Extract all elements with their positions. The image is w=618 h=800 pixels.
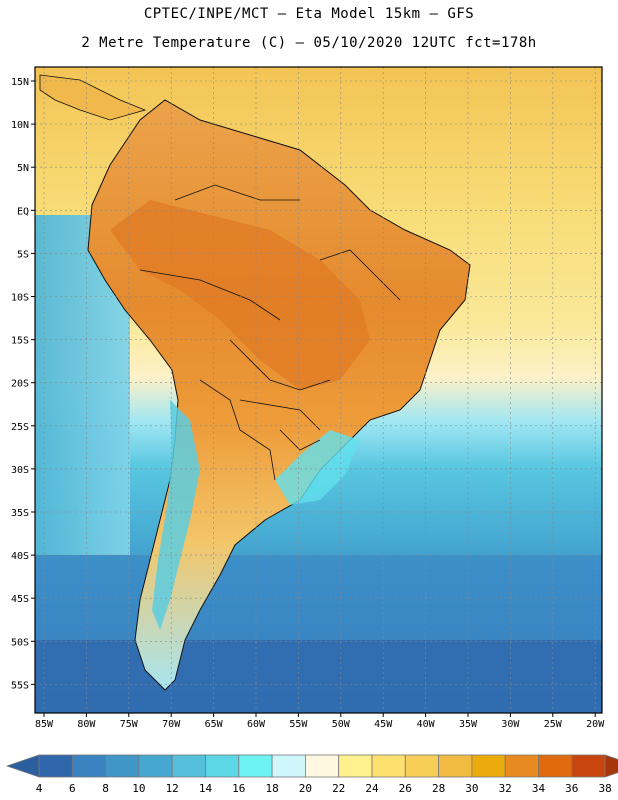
colorbar-label: 14 <box>199 782 213 795</box>
colorbar-swatch <box>171 754 206 778</box>
lat-label: 35S <box>11 508 29 519</box>
colorbar-swatch <box>571 754 606 778</box>
colorbar-label: 20 <box>299 782 312 795</box>
lon-label: 65W <box>205 719 224 730</box>
colorbar <box>5 754 618 778</box>
colorbar-swatch <box>471 754 506 778</box>
lat-label: 50S <box>11 637 29 648</box>
colorbar-swatch <box>38 754 73 778</box>
lat-label: 15N <box>11 77 29 88</box>
lon-label: 50W <box>332 719 351 730</box>
colorbar-label: 12 <box>166 782 179 795</box>
lon-label: 70W <box>162 719 181 730</box>
colorbar-swatch <box>238 754 273 778</box>
lon-label: 20W <box>586 719 605 730</box>
colorbar-swatch <box>138 754 173 778</box>
latitude-labels: 15N 10N 5N EQ 5S 10S 15S 20S 25S 30S 35S 40S 45S 50S 5… <box>11 77 29 691</box>
lon-label: 60W <box>247 719 266 730</box>
lon-label: 75W <box>120 719 139 730</box>
title-line-1: CPTEC/INPE/MCT – Eta Model 15km – GFS <box>143 6 475 22</box>
colorbar-swatch <box>404 754 439 778</box>
colorbar-labels: 4 6 8 10 12 14 16 18 20 22 24 26 28 30 32 34 36 38 <box>36 782 612 795</box>
lat-label: 20S <box>11 379 29 390</box>
colorbar-label: 6 <box>69 782 76 795</box>
colorbar-swatch <box>105 754 140 778</box>
colorbar-label: 8 <box>102 782 109 795</box>
colorbar-label: 36 <box>565 782 578 795</box>
lon-label: 40W <box>417 719 436 730</box>
colorbar-swatch <box>205 754 240 778</box>
lat-label: 55S <box>11 680 29 691</box>
longitude-labels: 85W 80W 75W 70W 65W 60W 55W 50W 45W 40W 35W 30W 25W 2… <box>35 719 605 730</box>
lon-label: 80W <box>77 719 96 730</box>
colorbar-label: 16 <box>232 782 245 795</box>
lat-label: 10S <box>11 293 29 304</box>
lat-label: 30S <box>11 465 29 476</box>
colorbar-label: 30 <box>465 782 478 795</box>
andes-cool-strip <box>152 400 200 630</box>
lon-label: 85W <box>35 719 54 730</box>
lat-label: 5N <box>17 163 29 174</box>
lon-label: 35W <box>459 719 478 730</box>
lat-label: 25S <box>11 422 29 433</box>
colorbar-swatch <box>504 754 539 778</box>
colorbar-label: 38 <box>598 782 611 795</box>
colorbar-label: 26 <box>399 782 412 795</box>
colorbar-swatch <box>371 754 406 778</box>
colorbar-swatch <box>304 754 340 778</box>
lon-label: 25W <box>544 719 563 730</box>
colorbar-label: 22 <box>332 782 345 795</box>
colorbar-swatch <box>438 754 473 778</box>
colorbar-swatch <box>71 754 107 778</box>
colorbar-label: 24 <box>365 782 379 795</box>
lat-label: 15S <box>11 336 29 347</box>
lat-label: 10N <box>11 120 29 131</box>
colorbar-swatch <box>338 754 373 778</box>
lat-label: 40S <box>11 551 29 562</box>
lat-label: EQ <box>17 206 29 217</box>
lon-label: 55W <box>289 719 308 730</box>
colorbar-swatch <box>538 754 573 778</box>
colorbar-swatch <box>271 754 306 778</box>
colorbar-label: 10 <box>132 782 145 795</box>
colorbar-label: 32 <box>499 782 512 795</box>
lon-label: 45W <box>374 719 393 730</box>
colorbar-high-arrow <box>604 754 618 778</box>
lon-label: 30W <box>501 719 520 730</box>
colorbar-label: 18 <box>265 782 278 795</box>
title-line-2: 2 Metre Temperature (C) – 05/10/2020 12U… <box>81 35 537 51</box>
colorbar-label: 4 <box>36 782 43 795</box>
colorbar-label: 34 <box>532 782 546 795</box>
colorbar-label: 28 <box>432 782 445 795</box>
colorbar-low-arrow <box>5 754 40 778</box>
lat-label: 5S <box>17 249 29 260</box>
map-frame <box>34 66 603 714</box>
country-borders <box>139 184 401 481</box>
lat-label: 45S <box>11 594 29 605</box>
hot-interior-region <box>110 200 370 390</box>
